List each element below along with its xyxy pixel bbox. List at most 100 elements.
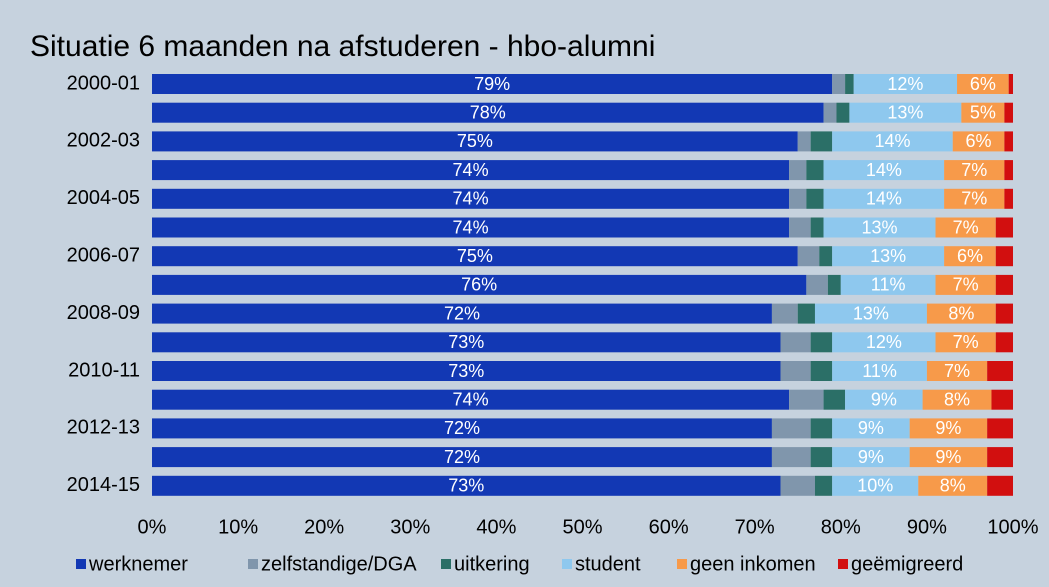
bar-segment <box>909 447 988 468</box>
bar-segment <box>832 246 945 267</box>
bar-segment <box>944 246 996 267</box>
value-label: 8% <box>944 389 970 409</box>
legend-swatch <box>441 559 451 569</box>
bar-segment <box>789 217 811 238</box>
value-label: 14% <box>866 189 902 209</box>
value-label: 8% <box>940 476 966 496</box>
bar-segment <box>944 188 1005 209</box>
value-label: 13% <box>853 303 889 323</box>
x-tick-label: 30% <box>390 516 430 538</box>
x-tick-label: 40% <box>476 516 516 538</box>
legend-label: werknemer <box>88 553 188 575</box>
y-tick-label: 2008-09 <box>67 302 140 324</box>
legend-swatch <box>838 559 848 569</box>
bar-segment <box>845 389 923 410</box>
legend-label: geen inkomen <box>690 553 816 575</box>
bar-segment <box>849 102 962 123</box>
bar-segment <box>152 217 790 238</box>
bar-segment <box>957 74 1009 94</box>
x-tick-label: 80% <box>821 516 861 538</box>
value-label: 72% <box>444 447 480 467</box>
value-label: 10% <box>857 476 893 496</box>
bar-segment <box>987 361 1013 381</box>
bar-segment <box>810 131 833 152</box>
bar-segment <box>823 160 945 181</box>
legend-label: uitkering <box>454 553 530 575</box>
bar-segment <box>832 447 910 468</box>
value-label: 6% <box>966 131 992 151</box>
bar-segment <box>810 217 824 238</box>
value-label: 75% <box>457 246 493 266</box>
bar-segment <box>152 74 833 94</box>
value-label: 74% <box>453 217 489 237</box>
bar-segment <box>987 475 1013 496</box>
bar-segment <box>832 361 927 381</box>
value-label: 9% <box>935 418 961 438</box>
x-tick-label: 20% <box>304 516 344 538</box>
bar-segment <box>918 475 988 496</box>
value-label: 74% <box>453 160 489 180</box>
bar-segment <box>152 188 790 209</box>
bar-segment <box>909 418 988 439</box>
value-label: 6% <box>957 246 983 266</box>
bar-segment <box>827 274 841 295</box>
bar-segment <box>832 332 936 353</box>
value-label: 7% <box>961 160 987 180</box>
bar-segment <box>771 418 811 439</box>
value-label: 13% <box>887 102 923 122</box>
bar-segment <box>823 217 936 238</box>
value-label: 9% <box>858 447 884 467</box>
bar-segment <box>995 217 1013 238</box>
bar-segment <box>961 102 1005 123</box>
legend-label: student <box>575 553 641 575</box>
value-label: 11% <box>871 275 906 295</box>
x-tick-label: 90% <box>907 516 947 538</box>
bar-segment <box>995 274 1013 295</box>
y-tick-label: 2010-11 <box>68 359 140 381</box>
bar-segment <box>832 74 846 94</box>
bar-segment <box>1008 74 1013 94</box>
bar-segment <box>845 74 854 94</box>
bar-segment <box>771 447 811 468</box>
bar-segment <box>152 475 781 496</box>
bar-segment <box>789 389 824 410</box>
legend-swatch <box>677 559 687 569</box>
value-label: 12% <box>887 74 923 94</box>
bar-segment <box>952 131 1005 152</box>
bar-segment <box>806 188 824 209</box>
bar-segment <box>780 475 815 496</box>
y-tick-label: 2002-03 <box>67 130 140 152</box>
value-label: 14% <box>874 131 910 151</box>
bar-segment <box>823 389 846 410</box>
y-tick-label: 2000-01 <box>67 72 140 94</box>
bar-segment <box>152 102 824 123</box>
bar-segment <box>797 131 811 152</box>
bar-segment <box>1004 131 1013 152</box>
bar-segment <box>1004 188 1013 209</box>
value-label: 73% <box>448 332 484 352</box>
value-label: 79% <box>474 74 510 94</box>
bar-segment <box>152 418 772 439</box>
bar-segment <box>780 332 811 353</box>
bar-segment <box>995 303 1013 324</box>
bar-segment <box>995 332 1013 353</box>
legend-label: zelfstandige/DGA <box>261 553 417 575</box>
value-label: 9% <box>871 389 897 409</box>
bar-segment <box>922 389 992 410</box>
bar-segment <box>806 160 824 181</box>
legend-swatch <box>76 559 86 569</box>
bar-segment <box>832 131 953 152</box>
value-label: 7% <box>944 361 970 381</box>
legend-swatch <box>562 559 572 569</box>
bar-segment <box>789 188 807 209</box>
bar-segment <box>853 74 958 94</box>
value-label: 5% <box>970 102 996 122</box>
value-label: 72% <box>444 303 480 323</box>
bar-segment <box>152 303 772 324</box>
bar-segment <box>152 389 790 410</box>
value-label: 72% <box>444 418 480 438</box>
value-label: 78% <box>470 102 506 122</box>
value-label: 74% <box>453 389 489 409</box>
bar-segment <box>152 131 798 152</box>
bar-segment <box>152 447 772 468</box>
